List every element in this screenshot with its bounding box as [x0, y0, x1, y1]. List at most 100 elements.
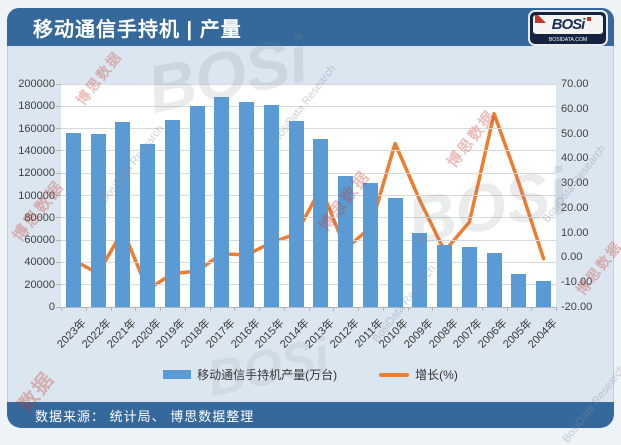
y-axis-left-tick	[56, 261, 61, 263]
page: { "header": { "title": "移动通信手持机 | 产量" },…	[7, 8, 621, 445]
gridline	[61, 284, 556, 286]
page-title: 移动通信手持机 | 产量	[33, 18, 242, 41]
bar-2018年	[189, 106, 205, 307]
x-axis-tick	[407, 307, 409, 311]
gridline	[61, 239, 556, 241]
y-axis-right-tick-label: 20.00	[561, 201, 589, 214]
y-axis-right-tick-label: -10.00	[561, 276, 593, 289]
y-axis-right-tick-label: 60.00	[561, 102, 589, 115]
bar-2007年	[461, 246, 477, 307]
x-axis-tick	[432, 307, 434, 311]
bar-2016年	[239, 101, 255, 307]
y-axis-left-tick	[56, 306, 61, 308]
bar-2017年	[214, 97, 230, 307]
legend: 移动通信手持机产量(万台) 增长(%)	[8, 366, 613, 383]
legend-label-production: 移动通信手持机产量(万台)	[197, 368, 338, 382]
y-axis-left-tick	[56, 83, 61, 85]
bar-2023年	[65, 133, 81, 307]
bar-2014年	[288, 120, 304, 307]
y-axis-right-tick-label: 40.00	[561, 152, 589, 165]
x-axis-tick	[259, 307, 260, 311]
y-axis-left-tick	[56, 150, 61, 152]
y-axis-right-tick-label: -20.00	[561, 301, 593, 313]
y-axis-left-tick-label: 120000	[18, 167, 55, 180]
bar-2006年	[486, 253, 502, 307]
bar-2022年	[90, 134, 106, 307]
x-axis-tick	[283, 307, 285, 311]
x-axis-tick	[481, 307, 483, 311]
bosi-logo-url: BOSIDATA.COM	[548, 37, 588, 43]
bar-2004年	[536, 281, 552, 307]
bosi-logo-text: BOSi	[551, 16, 586, 33]
bar-2020年	[140, 144, 156, 307]
x-axis-tick	[85, 307, 87, 311]
x-axis-tick	[160, 307, 161, 311]
gridline	[61, 172, 556, 174]
gridline	[61, 128, 556, 130]
y-axis-left-tick	[56, 128, 61, 130]
gridline	[61, 261, 556, 263]
x-axis-tick	[184, 307, 186, 311]
bosi-logo-triangle-icon	[535, 15, 546, 23]
legend-label-growth: 增长(%)	[415, 368, 458, 382]
gridline	[61, 105, 556, 107]
y-axis-right-tick-label: 0.00	[561, 251, 583, 264]
y-axis-left-tick-label: 180000	[18, 100, 55, 113]
bar-2011年	[362, 183, 378, 307]
bar-2019年	[164, 119, 180, 307]
y-axis-right-tick-label: 30.00	[561, 177, 589, 190]
legend-bar-swatch-icon	[163, 370, 192, 379]
footer-bar: 数据来源： 统计局、 博思数据整理	[7, 402, 614, 428]
gridline	[61, 195, 556, 196]
bar-2008年	[437, 245, 453, 307]
y-axis-left-tick	[56, 172, 61, 174]
x-axis-tick	[506, 307, 508, 311]
x-axis-tick	[382, 307, 384, 311]
y-axis-left-tick-label: 80000	[24, 211, 55, 224]
y-axis-left-tick-label: 60000	[24, 234, 55, 247]
header-bar: 移动通信手持机 | 产量 BOSi BOSIDATA.COM	[7, 8, 614, 46]
y-axis-left-tick	[56, 284, 61, 286]
legend-line-swatch-icon	[379, 372, 410, 377]
y-axis-left-tick-label: 100000	[18, 189, 55, 202]
bosi-logo: BOSi BOSIDATA.COM	[528, 10, 608, 46]
x-axis-tick	[135, 307, 137, 311]
data-source-text: 数据来源： 统计局、 博思数据整理	[35, 408, 255, 424]
x-axis-tick	[110, 307, 112, 311]
legend-item-production: 移动通信手持机产量(万台)	[163, 366, 337, 383]
y-axis-left-tick	[56, 105, 61, 107]
bar-2021年	[115, 121, 131, 307]
plot-area: 200000 180000 160000 140000 120000 100000 8000…	[18, 78, 592, 351]
y-axis-right-tick-label: 70.00	[561, 78, 589, 90]
y-axis-left-tick-label: 40000	[24, 256, 55, 269]
bar-2009年	[412, 232, 428, 307]
bosi-logo-red-dot-icon	[587, 17, 591, 21]
x-axis-tick	[61, 307, 62, 311]
x-axis-tick	[209, 307, 211, 311]
bar-2010年	[387, 197, 403, 307]
chart-card: 移动通信手持机 | 产量 BOSi BOSIDATA.COM 200000 180…	[7, 8, 621, 445]
bar-2005年	[511, 273, 527, 307]
x-axis-tick	[457, 307, 458, 311]
x-axis-tick	[358, 307, 359, 311]
y-axis-left-tick-label: 20000	[24, 278, 55, 291]
y-axis-right-tick-label: 50.00	[561, 127, 589, 140]
bosi-logo-plate: BOSi	[533, 15, 603, 34]
gridline	[61, 150, 556, 152]
bar-2012年	[338, 176, 354, 307]
y-axis-left-tick-label: 0	[48, 301, 55, 313]
x-axis-tick	[556, 307, 557, 311]
x-axis-tick	[308, 307, 310, 311]
y-axis-right-tick-label: 10.00	[561, 226, 589, 239]
gridline	[61, 83, 556, 85]
x-axis-tick	[531, 307, 533, 311]
bar-2013年	[313, 138, 329, 307]
chart-body: 200000 180000 160000 140000 120000 100000 8000…	[7, 46, 614, 402]
y-axis-left-tick	[56, 239, 61, 241]
y-axis-left-tick-label: 200000	[18, 78, 55, 90]
x-axis-tick	[333, 307, 335, 311]
gridline	[61, 217, 556, 219]
y-axis-left-tick-label: 160000	[18, 122, 55, 135]
y-axis-left-tick	[56, 217, 61, 219]
bar-2015年	[263, 105, 279, 307]
